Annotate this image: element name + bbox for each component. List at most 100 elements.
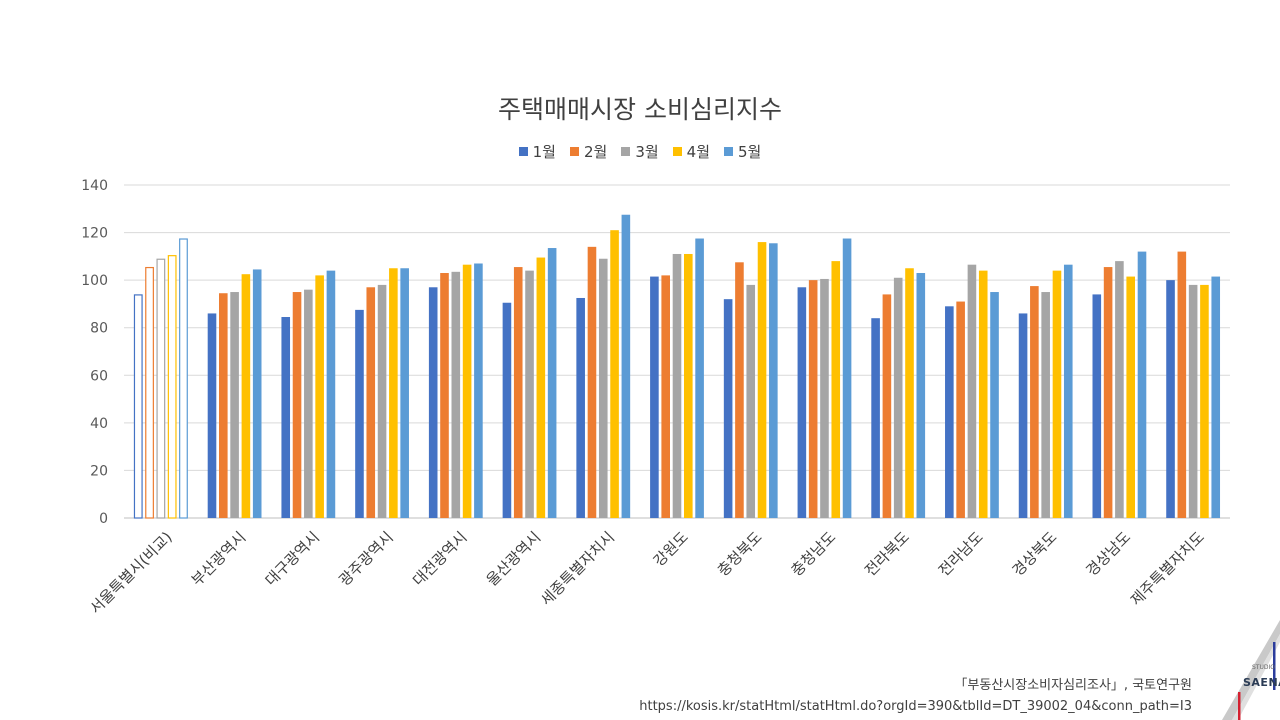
x-tick-label: 대전광역시 xyxy=(409,528,471,590)
y-tick-label: 20 xyxy=(90,463,108,479)
bar xyxy=(241,274,251,518)
bar xyxy=(797,287,807,518)
bar xyxy=(672,253,682,518)
x-tick-label: 충청북도 xyxy=(714,528,766,580)
x-tick-label: 충청남도 xyxy=(788,528,840,580)
bar xyxy=(1052,270,1062,518)
bar xyxy=(315,275,324,518)
x-tick-label: 부산광역시 xyxy=(188,528,250,590)
bar xyxy=(661,275,670,518)
bar xyxy=(576,297,585,518)
bar xyxy=(990,292,999,518)
legend-label: 4월 xyxy=(686,143,711,161)
bar xyxy=(525,270,534,518)
bar xyxy=(735,262,744,518)
bar xyxy=(474,263,483,518)
bar xyxy=(1030,286,1039,518)
bar xyxy=(769,243,778,518)
bar xyxy=(1166,280,1175,518)
bar xyxy=(916,273,926,518)
bar xyxy=(281,317,291,518)
x-tick-label: 강원도 xyxy=(650,528,692,570)
legend-label: 1월 xyxy=(532,143,556,161)
bar xyxy=(587,246,597,519)
x-tick-label: 세종특별자치시 xyxy=(537,528,618,609)
x-tick-label: 제주특별자치도 xyxy=(1127,528,1208,609)
logo-name-text: SAENA xyxy=(1243,676,1280,689)
bar xyxy=(1188,284,1198,518)
bar xyxy=(389,268,398,518)
bar xyxy=(820,278,829,518)
bar xyxy=(377,284,387,518)
legend-swatch xyxy=(724,147,734,156)
bar xyxy=(610,230,619,518)
legend-label: 2월 xyxy=(583,143,608,161)
bar xyxy=(1115,261,1124,518)
bar xyxy=(400,268,409,518)
source-line-1: 「부동산시장소비자심리조사」, 국토연구원 xyxy=(954,678,1192,693)
bar xyxy=(179,238,188,519)
bar xyxy=(440,273,449,518)
bar xyxy=(1063,264,1073,518)
source-line-2: https://kosis.kr/statHtml/statHtml.do?or… xyxy=(639,699,1192,714)
bar xyxy=(757,242,767,519)
legend-item: 5월 xyxy=(724,141,761,162)
studio-logo xyxy=(1222,620,1280,720)
y-tick-label: 0 xyxy=(99,511,108,527)
bar xyxy=(355,309,364,518)
bar xyxy=(723,299,733,518)
y-tick-label: 120 xyxy=(81,226,108,242)
bar xyxy=(133,294,143,519)
bar xyxy=(1177,251,1187,518)
legend-swatch xyxy=(621,147,631,156)
bar xyxy=(1092,294,1102,518)
bar xyxy=(746,284,756,518)
bar xyxy=(252,269,262,518)
bar xyxy=(871,318,880,518)
legend: 1월 2월 3월 4월 5월 xyxy=(0,141,1280,162)
bar xyxy=(842,238,852,518)
bar xyxy=(1103,267,1113,518)
bar xyxy=(695,238,704,518)
source-note: 「부동산시장소비자심리조사」, 국토연구원 https://kosis.kr/s… xyxy=(639,675,1192,717)
bar xyxy=(1041,292,1050,518)
legend-item: 2월 xyxy=(569,141,608,162)
x-tick-label: 광주광역시 xyxy=(335,528,397,590)
legend-item: 1월 xyxy=(518,141,556,162)
bar xyxy=(978,270,988,518)
y-tick-label: 40 xyxy=(90,416,108,432)
bar xyxy=(167,255,177,519)
bar xyxy=(882,294,892,518)
bar xyxy=(893,277,903,518)
bar xyxy=(1137,251,1147,518)
bar xyxy=(326,270,336,518)
bar xyxy=(1018,313,1028,518)
x-tick-label: 경상북도 xyxy=(1009,528,1061,580)
bar xyxy=(1211,276,1221,518)
y-tick-label: 60 xyxy=(90,368,108,384)
bar xyxy=(513,267,523,518)
legend-item: 4월 xyxy=(672,141,711,162)
bar xyxy=(598,258,608,518)
y-tick-label: 80 xyxy=(90,321,108,337)
bar xyxy=(304,289,313,518)
legend-swatch xyxy=(672,147,682,156)
y-tick-label: 100 xyxy=(81,273,108,289)
x-tick-label: 경상남도 xyxy=(1082,528,1134,580)
bar xyxy=(967,264,977,518)
bar xyxy=(684,253,693,518)
bar xyxy=(1126,276,1135,518)
bar xyxy=(219,293,228,518)
bar xyxy=(462,264,472,518)
bar xyxy=(621,214,631,518)
legend-label: 5월 xyxy=(738,143,762,161)
bar xyxy=(207,313,217,518)
bar xyxy=(536,257,546,518)
bar xyxy=(1200,284,1209,518)
legend-swatch xyxy=(518,147,528,156)
bar xyxy=(230,292,239,518)
legend-label: 3월 xyxy=(635,143,659,161)
bar xyxy=(831,261,841,518)
bar xyxy=(145,266,154,519)
bar xyxy=(156,258,166,519)
